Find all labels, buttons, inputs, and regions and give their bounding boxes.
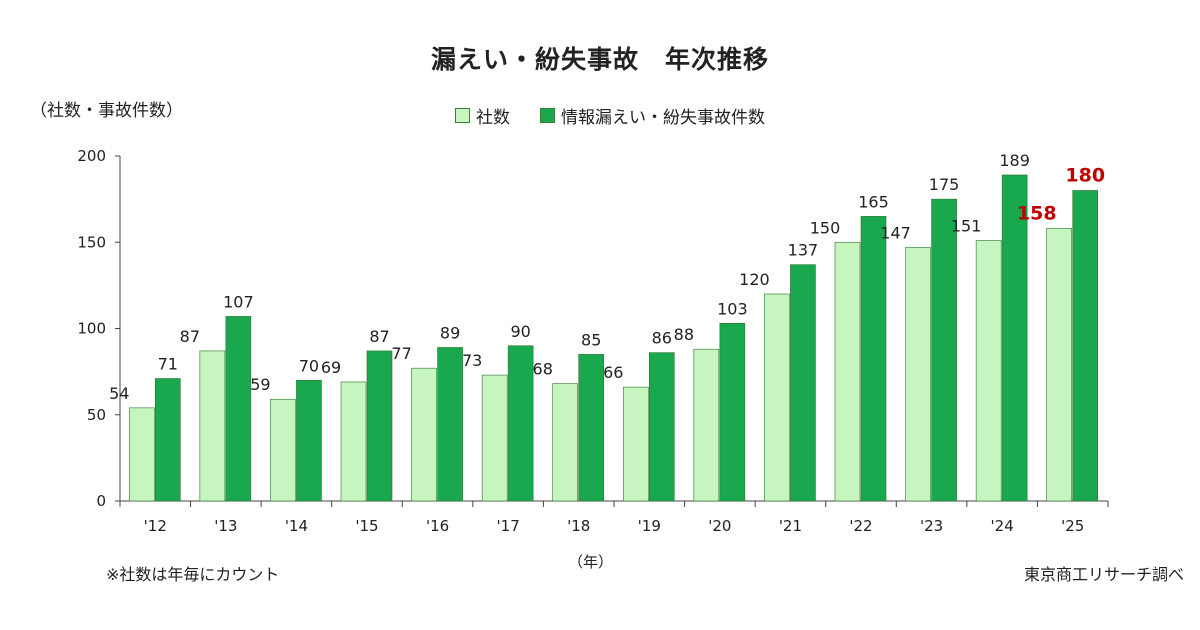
data-label-companies: 150 [810,218,841,237]
bar-incidents [296,379,322,502]
data-label-companies: 158 [1017,202,1057,224]
bar-incidents [366,350,393,502]
data-label-companies: 68 [533,360,553,379]
bar-incidents [437,347,463,502]
data-label-incidents: 70 [299,356,319,375]
legend-item-incidents: 情報漏えい・紛失事故件数 [540,103,765,128]
data-label-companies: 69 [321,358,341,377]
y-axis-label: （社数・事故件数） [30,101,183,121]
x-tick-label: '23 [920,517,943,535]
legend-label-incidents: 情報漏えい・紛失事故件数 [561,108,765,128]
bar-companies [411,367,437,502]
x-tick-label: '21 [779,517,802,535]
data-label-incidents: 89 [440,323,460,342]
data-label-incidents: 85 [581,330,601,349]
x-tick-label: '19 [638,517,661,535]
bar-incidents [154,378,181,502]
footnote: ※社数は年毎にカウント [106,565,280,584]
x-tick-label: '17 [497,517,520,535]
legend-swatch-companies [455,108,470,123]
bar-companies [481,374,508,502]
y-tick-label: 150 [77,233,106,251]
bar-companies [693,348,720,502]
data-label-companies: 73 [462,351,482,370]
data-label-incidents: 107 [223,292,254,311]
data-label-incidents: 86 [652,329,672,348]
legend-label-companies: 社数 [476,108,510,128]
data-label-companies: 59 [250,375,270,394]
bar-incidents [648,352,675,502]
data-label-incidents: 165 [858,192,889,211]
x-tick-label: '20 [708,517,731,535]
data-label-companies: 54 [109,384,129,403]
data-label-incidents: 103 [717,299,748,318]
x-tick-label: '25 [1061,517,1084,535]
bar-companies [340,381,367,502]
source-credit: 東京商工リサーチ調べ [1023,565,1184,584]
bar-companies [905,247,931,502]
y-tick-label: 50 [87,406,106,424]
data-label-companies: 77 [391,344,411,363]
x-tick-label: '15 [355,517,378,535]
y-tick-label: 0 [96,492,106,510]
x-tick-label: '18 [567,517,590,535]
data-label-incidents: 71 [158,355,178,374]
data-label-companies: 88 [674,325,694,344]
bar-incidents [225,316,252,502]
bar-incidents [578,354,605,502]
bar-companies [128,407,155,502]
bar-incidents [719,323,746,502]
bar-incidents [931,198,957,502]
x-tick-label: '14 [285,517,308,535]
chart-title: 漏えい・紛失事故 年次推移 [430,45,769,74]
x-tick-label: '22 [849,517,872,535]
bar-companies [764,293,790,502]
bar-incidents [860,216,887,502]
bar-companies [975,240,1002,502]
x-tick-label: '16 [426,517,449,535]
bar-incidents [1072,190,1099,502]
x-axis-label: （年） [568,553,614,571]
bar-companies [622,386,649,502]
data-label-companies: 147 [880,223,911,242]
data-label-incidents: 137 [788,241,819,260]
data-label-incidents: 90 [510,322,530,341]
legend: 社数 情報漏えい・紛失事故件数 [455,103,795,128]
y-tick-label: 100 [77,320,106,338]
legend-swatch-incidents [540,108,555,123]
data-label-incidents: 180 [1065,165,1105,187]
data-label-companies: 87 [180,327,200,346]
x-tick-label: '24 [991,517,1014,535]
bar-incidents [790,264,816,502]
x-tick-label: '12 [144,517,167,535]
legend-item-companies: 社数 [455,103,510,128]
bar-companies [552,383,579,502]
bar-incidents [1001,174,1028,502]
bar-companies [834,241,861,502]
bar-companies [1046,228,1073,502]
data-label-companies: 151 [951,217,982,236]
data-label-incidents: 175 [929,175,960,194]
x-tick-label: '13 [214,517,237,535]
data-label-companies: 120 [739,270,770,289]
bar-companies [270,398,296,502]
data-label-companies: 66 [603,363,623,382]
data-label-incidents: 87 [369,327,389,346]
y-tick-label: 200 [77,147,106,165]
bar-incidents [507,345,534,502]
bar-companies [199,350,226,502]
data-label-incidents: 189 [999,151,1030,170]
